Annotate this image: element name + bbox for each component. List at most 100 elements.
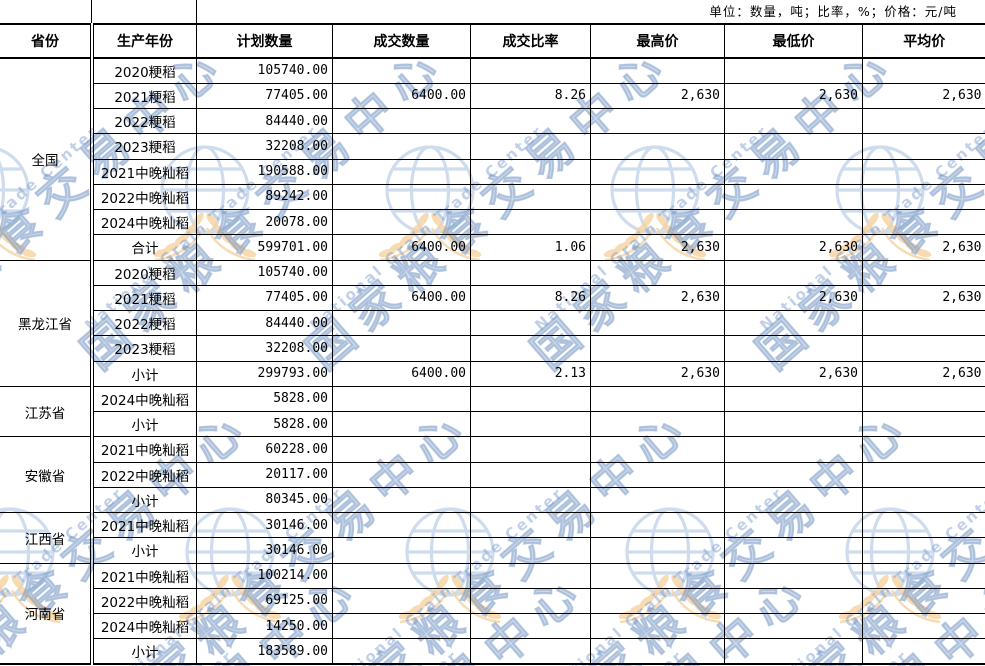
province-cell[interactable]: 江苏省 [0, 385, 91, 438]
year-cell[interactable]: 小计 [93, 537, 197, 564]
deal-qty-cell[interactable]: 6400.00 [332, 234, 471, 261]
avg-price-cell[interactable] [862, 183, 985, 211]
deal-ratio-cell[interactable] [470, 410, 591, 438]
plan-qty-cell[interactable]: 105740.00 [196, 57, 333, 84]
min-price-cell[interactable] [724, 385, 863, 413]
col-header-plan-qty[interactable]: 计划数量 [196, 23, 333, 59]
deal-ratio-cell[interactable] [470, 133, 591, 160]
year-cell[interactable]: 2022粳稻 [93, 309, 197, 337]
deal-qty-cell[interactable] [332, 587, 471, 615]
max-price-cell[interactable] [590, 511, 725, 539]
deal-ratio-cell[interactable] [470, 537, 591, 564]
year-cell[interactable]: 小计 [93, 638, 197, 666]
min-price-cell[interactable] [724, 612, 863, 640]
plan-qty-cell[interactable]: 80345.00 [196, 486, 333, 514]
deal-qty-cell[interactable] [332, 183, 471, 211]
max-price-cell[interactable] [590, 183, 725, 211]
deal-ratio-cell[interactable] [470, 587, 591, 615]
deal-qty-cell[interactable] [332, 486, 471, 514]
max-price-cell[interactable] [590, 436, 725, 463]
plan-qty-cell[interactable]: 20117.00 [196, 461, 333, 488]
min-price-cell[interactable]: 2,630 [724, 82, 863, 110]
year-cell[interactable]: 2022粳稻 [93, 107, 197, 135]
avg-price-cell[interactable] [862, 562, 985, 589]
plan-qty-cell[interactable]: 100214.00 [196, 562, 333, 589]
deal-ratio-cell[interactable] [470, 612, 591, 640]
province-cell[interactable]: 江西省 [0, 512, 91, 564]
year-cell[interactable]: 2022中晚籼稻 [93, 183, 197, 211]
plan-qty-cell[interactable]: 77405.00 [196, 82, 333, 110]
deal-qty-cell[interactable]: 6400.00 [332, 360, 471, 387]
deal-ratio-cell[interactable] [470, 183, 591, 211]
avg-price-cell[interactable] [862, 612, 985, 640]
province-cell[interactable]: 黑龙江省 [0, 259, 91, 387]
plan-qty-cell[interactable]: 84440.00 [196, 107, 333, 135]
deal-qty-cell[interactable]: 6400.00 [332, 284, 471, 312]
max-price-cell[interactable]: 2,630 [590, 360, 725, 387]
avg-price-cell[interactable]: 2,630 [862, 234, 985, 261]
deal-ratio-cell[interactable]: 8.26 [470, 82, 591, 110]
max-price-cell[interactable] [590, 612, 725, 640]
plan-qty-cell[interactable]: 32208.00 [196, 133, 333, 160]
deal-qty-cell[interactable] [332, 133, 471, 160]
max-price-cell[interactable] [590, 486, 725, 514]
avg-price-cell[interactable] [862, 385, 985, 413]
plan-qty-cell[interactable]: 77405.00 [196, 284, 333, 312]
min-price-cell[interactable] [724, 158, 863, 185]
year-cell[interactable]: 2023粳稻 [93, 335, 197, 362]
avg-price-cell[interactable] [862, 537, 985, 564]
avg-price-cell[interactable] [862, 461, 985, 488]
deal-qty-cell[interactable] [332, 410, 471, 438]
min-price-cell[interactable]: 2,630 [724, 234, 863, 261]
year-cell[interactable]: 2024中晚籼稻 [93, 385, 197, 413]
deal-qty-cell[interactable] [332, 335, 471, 362]
deal-ratio-cell[interactable] [470, 385, 591, 413]
min-price-cell[interactable] [724, 133, 863, 160]
deal-ratio-cell[interactable] [470, 57, 591, 84]
deal-ratio-cell[interactable] [470, 208, 591, 236]
avg-price-cell[interactable] [862, 436, 985, 463]
plan-qty-cell[interactable]: 105740.00 [196, 259, 333, 286]
year-cell[interactable]: 2022中晚籼稻 [93, 587, 197, 615]
year-cell[interactable]: 2021中晚籼稻 [93, 562, 197, 589]
max-price-cell[interactable] [590, 537, 725, 564]
plan-qty-cell[interactable]: 30146.00 [196, 511, 333, 539]
min-price-cell[interactable] [724, 461, 863, 488]
plan-qty-cell[interactable]: 69125.00 [196, 587, 333, 615]
year-cell[interactable]: 2021粳稻 [93, 284, 197, 312]
min-price-cell[interactable] [724, 57, 863, 84]
max-price-cell[interactable] [590, 461, 725, 488]
year-cell[interactable]: 小计 [93, 410, 197, 438]
year-cell[interactable]: 合计 [93, 234, 197, 261]
avg-price-cell[interactable] [862, 309, 985, 337]
max-price-cell[interactable] [590, 562, 725, 589]
avg-price-cell[interactable] [862, 638, 985, 666]
year-cell[interactable]: 2021中晚籼稻 [93, 158, 197, 185]
deal-qty-cell[interactable] [332, 259, 471, 286]
max-price-cell[interactable]: 2,630 [590, 82, 725, 110]
min-price-cell[interactable] [724, 259, 863, 286]
deal-ratio-cell[interactable] [470, 107, 591, 135]
year-cell[interactable]: 2020粳稻 [93, 57, 197, 84]
plan-qty-cell[interactable]: 183589.00 [196, 638, 333, 666]
year-cell[interactable]: 2021粳稻 [93, 82, 197, 110]
col-header-year[interactable]: 生产年份 [93, 23, 197, 59]
plan-qty-cell[interactable]: 190588.00 [196, 158, 333, 185]
avg-price-cell[interactable] [862, 107, 985, 135]
deal-qty-cell[interactable] [332, 158, 471, 185]
year-cell[interactable]: 2021中晚籼稻 [93, 511, 197, 539]
avg-price-cell[interactable]: 2,630 [862, 82, 985, 110]
max-price-cell[interactable] [590, 385, 725, 413]
min-price-cell[interactable]: 2,630 [724, 284, 863, 312]
min-price-cell[interactable] [724, 107, 863, 135]
deal-qty-cell[interactable] [332, 612, 471, 640]
year-cell[interactable]: 2023粳稻 [93, 133, 197, 160]
deal-qty-cell[interactable] [332, 537, 471, 564]
deal-ratio-cell[interactable] [470, 461, 591, 488]
max-price-cell[interactable] [590, 107, 725, 135]
max-price-cell[interactable] [590, 208, 725, 236]
avg-price-cell[interactable] [862, 208, 985, 236]
avg-price-cell[interactable] [862, 133, 985, 160]
plan-qty-cell[interactable]: 5828.00 [196, 410, 333, 438]
avg-price-cell[interactable] [862, 486, 985, 514]
